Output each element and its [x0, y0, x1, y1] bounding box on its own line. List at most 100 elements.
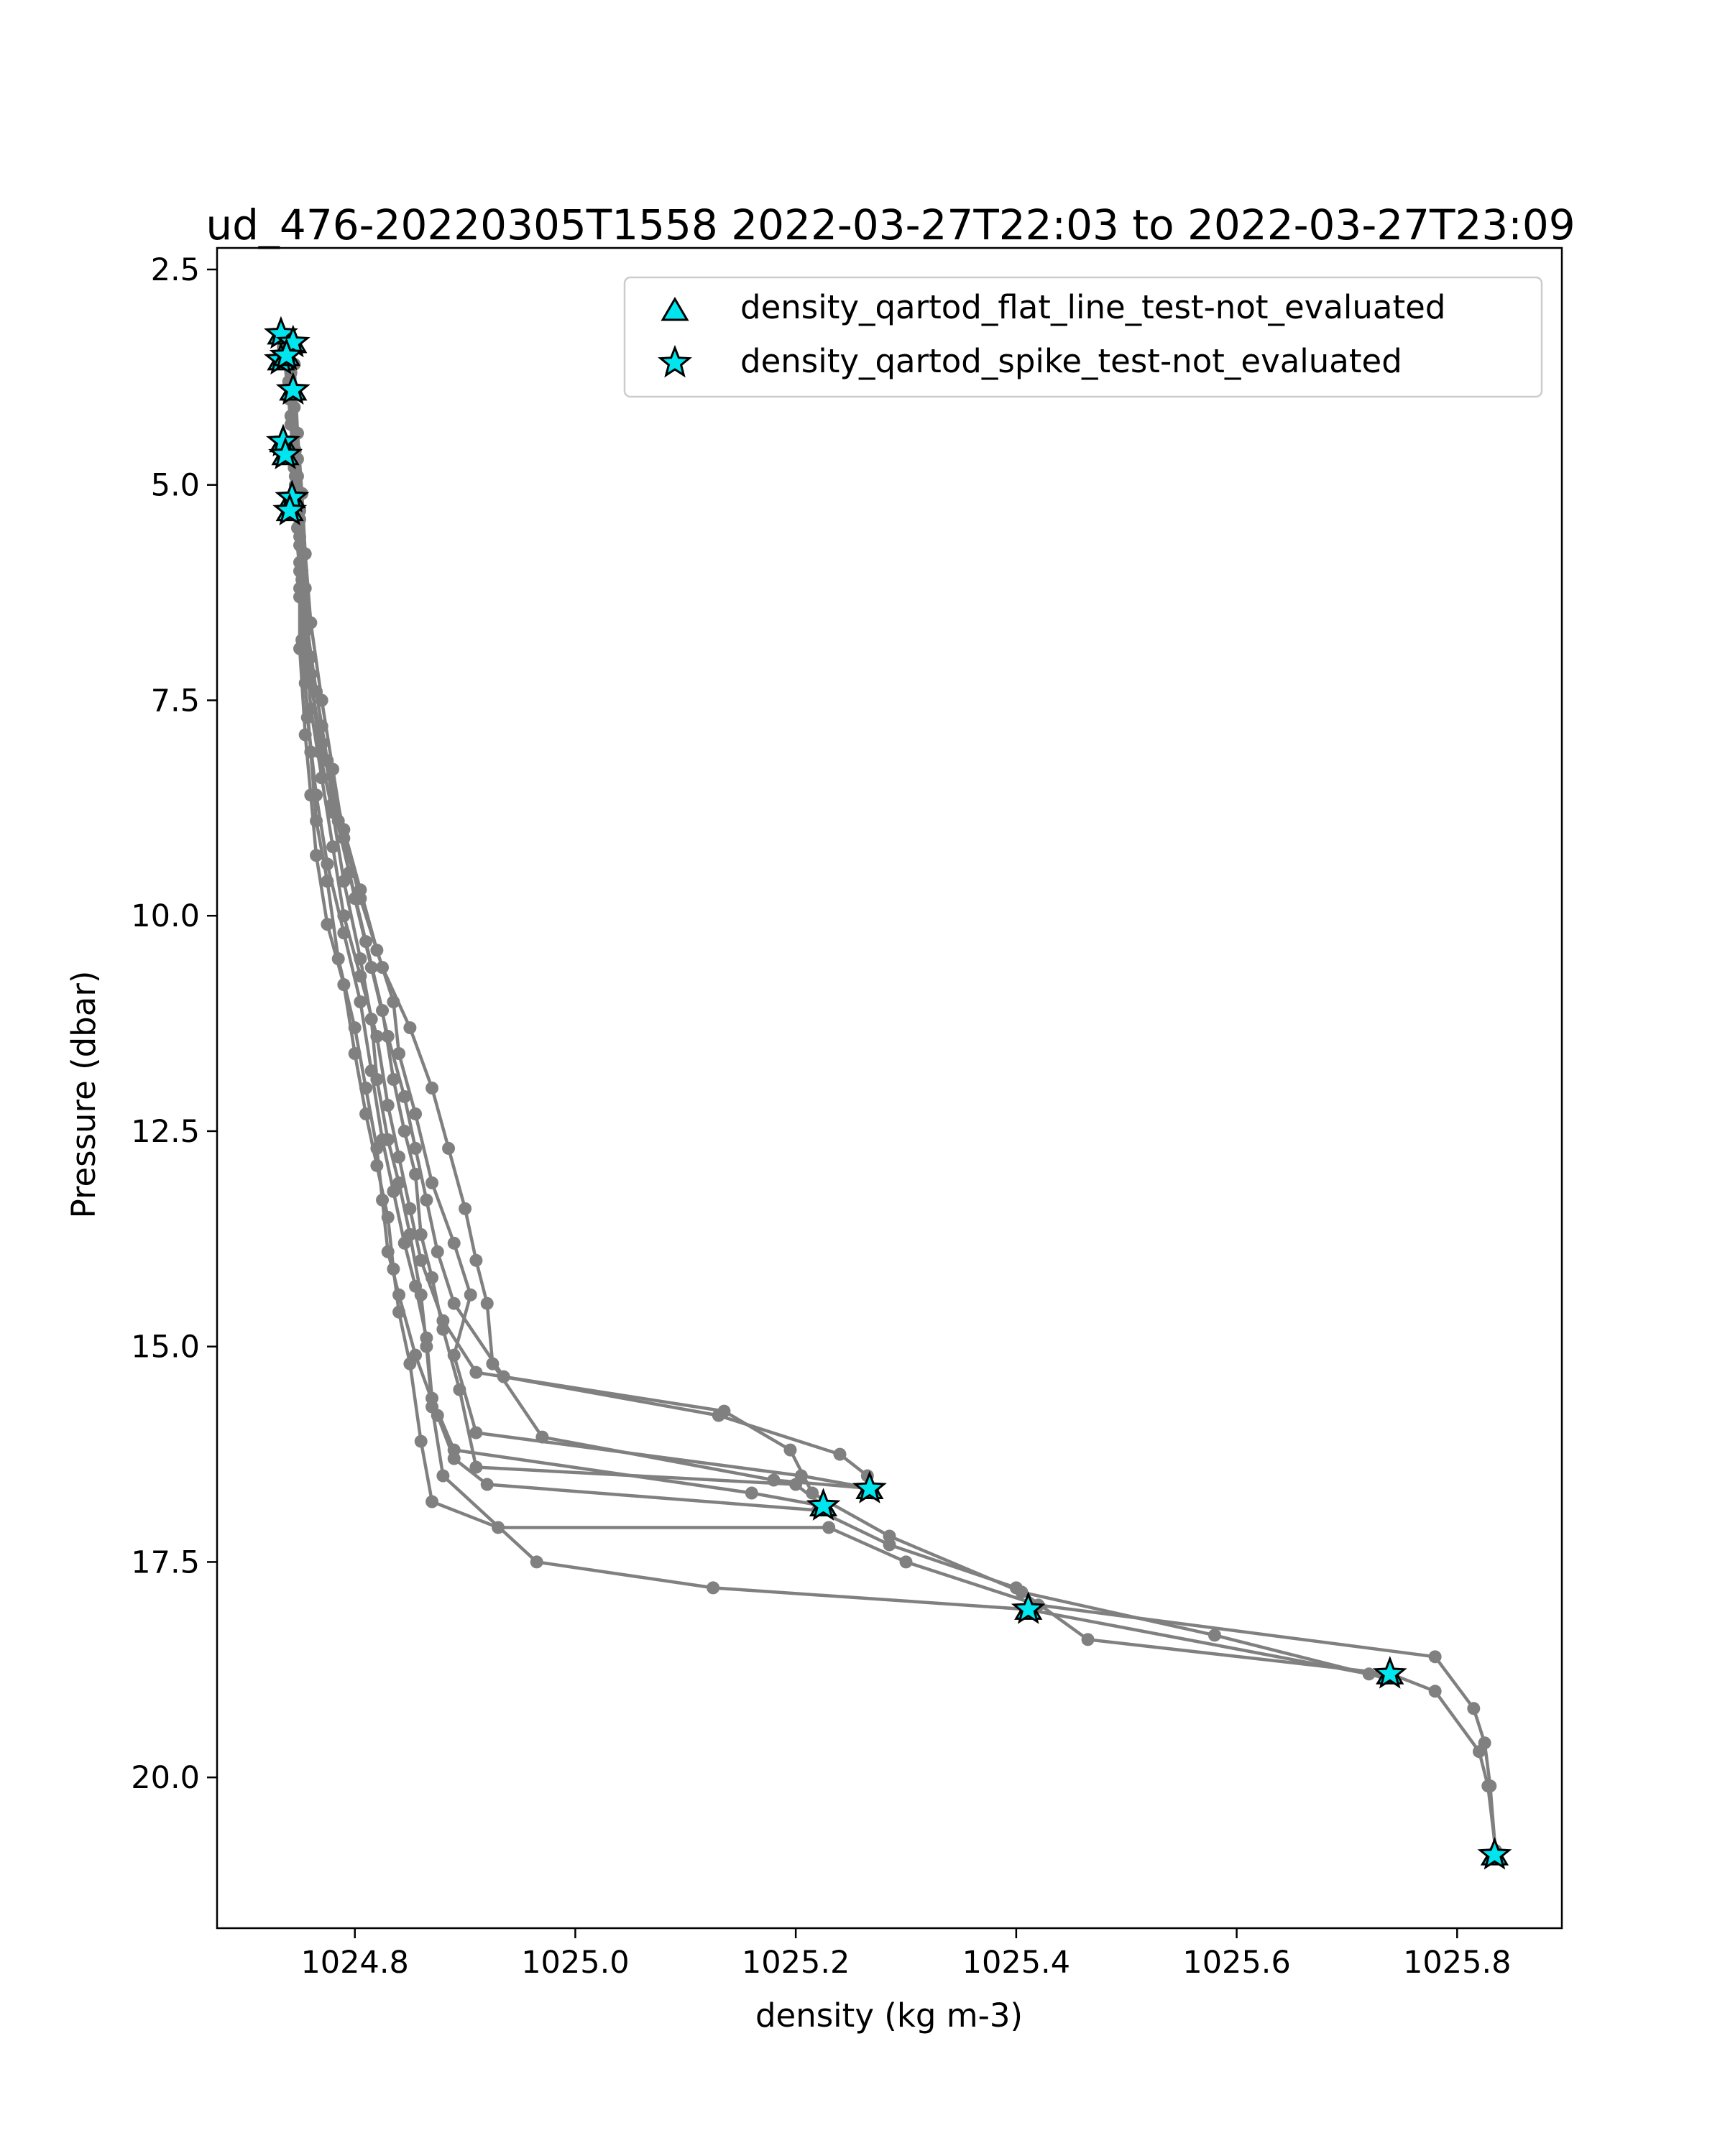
- profile-point: [420, 1340, 433, 1353]
- legend-star-marker: [658, 344, 692, 378]
- profile-point: [392, 1150, 406, 1164]
- profile-point: [326, 840, 340, 854]
- profile-point: [295, 564, 309, 578]
- profile-point: [381, 1098, 395, 1112]
- profile-point: [833, 1447, 847, 1461]
- x-tick-label: 1025.8: [1403, 1945, 1511, 1981]
- profile-point: [469, 1365, 483, 1379]
- profile-point: [387, 1073, 400, 1087]
- spike-flag-marker: [272, 492, 308, 526]
- profile-point: [453, 1383, 466, 1396]
- profile-point: [409, 1348, 423, 1362]
- y-tick-label: 2.5: [151, 252, 200, 288]
- profile-point: [480, 1478, 494, 1491]
- profile-point: [381, 1245, 395, 1258]
- y-tick-label: 12.5: [131, 1114, 200, 1150]
- spike-flag-marker: [852, 1470, 887, 1503]
- profile-point: [409, 1141, 423, 1155]
- legend: density_qartod_flat_line_test-not_evalua…: [623, 276, 1543, 398]
- profile-point: [1081, 1633, 1095, 1646]
- profile-point: [348, 1021, 362, 1035]
- profile-point: [1015, 1585, 1029, 1599]
- profile-point: [381, 1133, 395, 1146]
- profile-point: [326, 806, 340, 819]
- profile-point: [359, 935, 373, 949]
- x-tick-label: 1025.2: [742, 1945, 850, 1981]
- profile-point: [409, 1107, 423, 1120]
- profile-point: [392, 1288, 406, 1302]
- spike-flag-marker: [275, 372, 310, 405]
- y-axis-ticks: 2.5 5.0 7.5 10.0 12.5 15.0 17.5 20.0: [131, 252, 217, 1796]
- profile-point: [436, 1322, 450, 1336]
- profile-point: [707, 1581, 720, 1595]
- y-axis-label: Pressure (dbar): [65, 971, 103, 1219]
- legend-frame: [623, 276, 1543, 398]
- profile-point: [426, 1176, 439, 1189]
- legend-entry-spike: density_qartod_spike_test-not_evaluated: [740, 342, 1402, 380]
- profile-point: [414, 1253, 428, 1267]
- profile-point: [447, 1443, 461, 1457]
- profile-point: [397, 1124, 411, 1138]
- profile-point: [469, 1460, 483, 1474]
- profile-point: [397, 1089, 411, 1103]
- profile-point: [354, 952, 367, 966]
- profile-point: [392, 1047, 406, 1061]
- x-tick-label: 1025.4: [962, 1945, 1070, 1981]
- x-tick-label: 1025.0: [521, 1945, 629, 1981]
- y-tick-label: 10.0: [131, 898, 200, 934]
- spike-flag-marker: [269, 337, 304, 371]
- profile-point: [337, 875, 351, 888]
- profile-point: [426, 1082, 439, 1095]
- profile-point: [1467, 1702, 1481, 1715]
- profile-point: [313, 745, 326, 759]
- profile-point: [403, 1227, 417, 1241]
- x-axis-ticks: 1024.8 1025.0 1025.2 1025.4 1025.6 1025.8: [300, 1928, 1512, 1981]
- x-axis-label: density (kg m-3): [755, 1996, 1023, 2035]
- profile-point: [745, 1486, 758, 1500]
- profile-point: [459, 1202, 472, 1215]
- profile-point: [464, 1288, 477, 1302]
- profile-point: [310, 788, 323, 802]
- profile-point: [337, 926, 351, 940]
- profile-point: [1362, 1667, 1376, 1681]
- profile-point: [354, 883, 367, 897]
- profile-point: [359, 1082, 373, 1095]
- profile-point: [436, 1469, 450, 1483]
- profile-point: [310, 849, 323, 862]
- x-tick-label: 1025.6: [1182, 1945, 1290, 1981]
- y-tick-label: 20.0: [131, 1760, 200, 1796]
- plot-frame: [216, 247, 1563, 1930]
- profile-point: [420, 1193, 433, 1207]
- profile-point: [486, 1357, 500, 1370]
- profile-point: [1481, 1779, 1495, 1793]
- profile-point: [370, 1073, 384, 1087]
- profile-point: [403, 1021, 417, 1035]
- profile-point: [321, 918, 334, 931]
- profile-point: [414, 1227, 428, 1241]
- profile-point: [899, 1555, 913, 1569]
- profile-point: [354, 995, 367, 1009]
- profile-point: [321, 857, 334, 871]
- profile-point: [364, 1013, 378, 1026]
- profile-point: [426, 1271, 439, 1284]
- profile-point: [426, 1400, 439, 1414]
- profile-point: [712, 1409, 725, 1422]
- flagged-points: [264, 315, 1512, 1870]
- profile-point: [392, 1176, 406, 1189]
- profile-point: [409, 1167, 423, 1181]
- profile-point: [442, 1141, 456, 1155]
- profile-series: [277, 331, 1502, 1862]
- legend-triangle-marker: [661, 297, 689, 321]
- x-tick-label: 1024.8: [300, 1945, 408, 1981]
- profile-point: [387, 995, 400, 1009]
- profile-point: [447, 1236, 461, 1250]
- profile-point: [1472, 1745, 1486, 1759]
- profile-point: [480, 1296, 494, 1310]
- y-tick-label: 17.5: [131, 1544, 200, 1580]
- y-tick-label: 15.0: [131, 1330, 200, 1365]
- profile-point: [376, 1193, 390, 1207]
- spike-flag-marker: [1372, 1656, 1407, 1689]
- profile-point: [414, 1434, 428, 1448]
- chart-title: ud_476-20220305T1558 2022-03-27T22:03 to…: [206, 201, 1575, 249]
